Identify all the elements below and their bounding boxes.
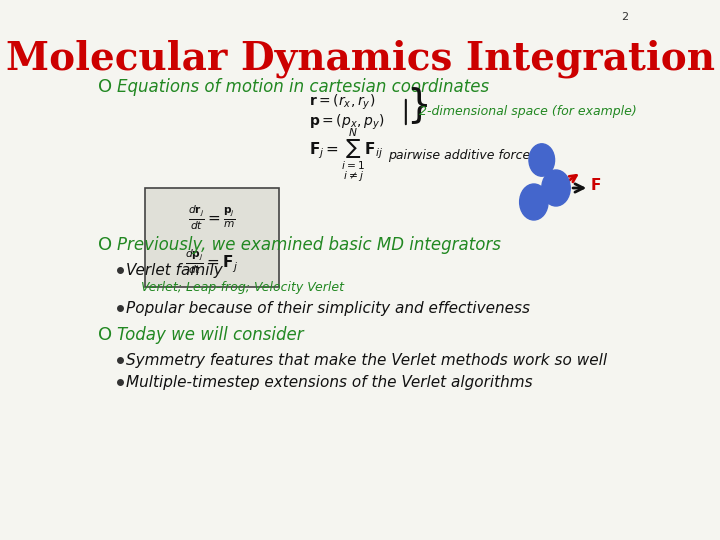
Text: pairwise additive forces: pairwise additive forces xyxy=(387,148,536,161)
Circle shape xyxy=(520,184,548,220)
Text: Verlet family: Verlet family xyxy=(126,262,222,278)
Text: $\mathbf{p} = (p_x, p_y)$: $\mathbf{p} = (p_x, p_y)$ xyxy=(309,112,384,132)
Text: $\mathbf{F}_j = \sum_{\substack{i=1\\i \neq j}}^{N} \mathbf{F}_{ij}$: $\mathbf{F}_j = \sum_{\substack{i=1\\i \… xyxy=(309,126,383,184)
Text: Molecular Dynamics Integration: Molecular Dynamics Integration xyxy=(6,40,714,78)
Text: Symmetry features that make the Verlet methods work so well: Symmetry features that make the Verlet m… xyxy=(126,353,607,368)
Circle shape xyxy=(541,170,570,206)
Text: Equations of motion in cartesian coordinates: Equations of motion in cartesian coordin… xyxy=(117,78,489,96)
Text: F: F xyxy=(591,179,601,193)
Text: Today we will consider: Today we will consider xyxy=(117,326,303,344)
Text: 2-dimensional space (for example): 2-dimensional space (for example) xyxy=(419,105,637,118)
FancyBboxPatch shape xyxy=(145,188,279,287)
Text: Verlet; Leap-frog; Velocity Verlet: Verlet; Leap-frog; Velocity Verlet xyxy=(141,281,344,294)
Text: $\mathbf{r} = (r_x, r_y)$: $\mathbf{r} = (r_x, r_y)$ xyxy=(309,92,375,112)
Text: Multiple-timestep extensions of the Verlet algorithms: Multiple-timestep extensions of the Verl… xyxy=(126,375,533,389)
Text: Popular because of their simplicity and effectiveness: Popular because of their simplicity and … xyxy=(126,300,530,315)
Text: O: O xyxy=(99,78,112,96)
Text: O: O xyxy=(99,326,112,344)
Text: Previously, we examined basic MD integrators: Previously, we examined basic MD integra… xyxy=(117,236,500,254)
Text: O: O xyxy=(99,236,112,254)
Circle shape xyxy=(529,144,554,176)
Text: $\frac{d\mathbf{p}_j}{dt} = \mathbf{F}_j$: $\frac{d\mathbf{p}_j}{dt} = \mathbf{F}_j… xyxy=(185,247,238,276)
Text: $\frac{d\mathbf{r}_j}{dt} = \frac{\mathbf{p}_j}{m}$: $\frac{d\mathbf{r}_j}{dt} = \frac{\mathb… xyxy=(188,204,235,232)
Text: 2: 2 xyxy=(621,12,629,22)
Text: }: } xyxy=(406,86,431,124)
